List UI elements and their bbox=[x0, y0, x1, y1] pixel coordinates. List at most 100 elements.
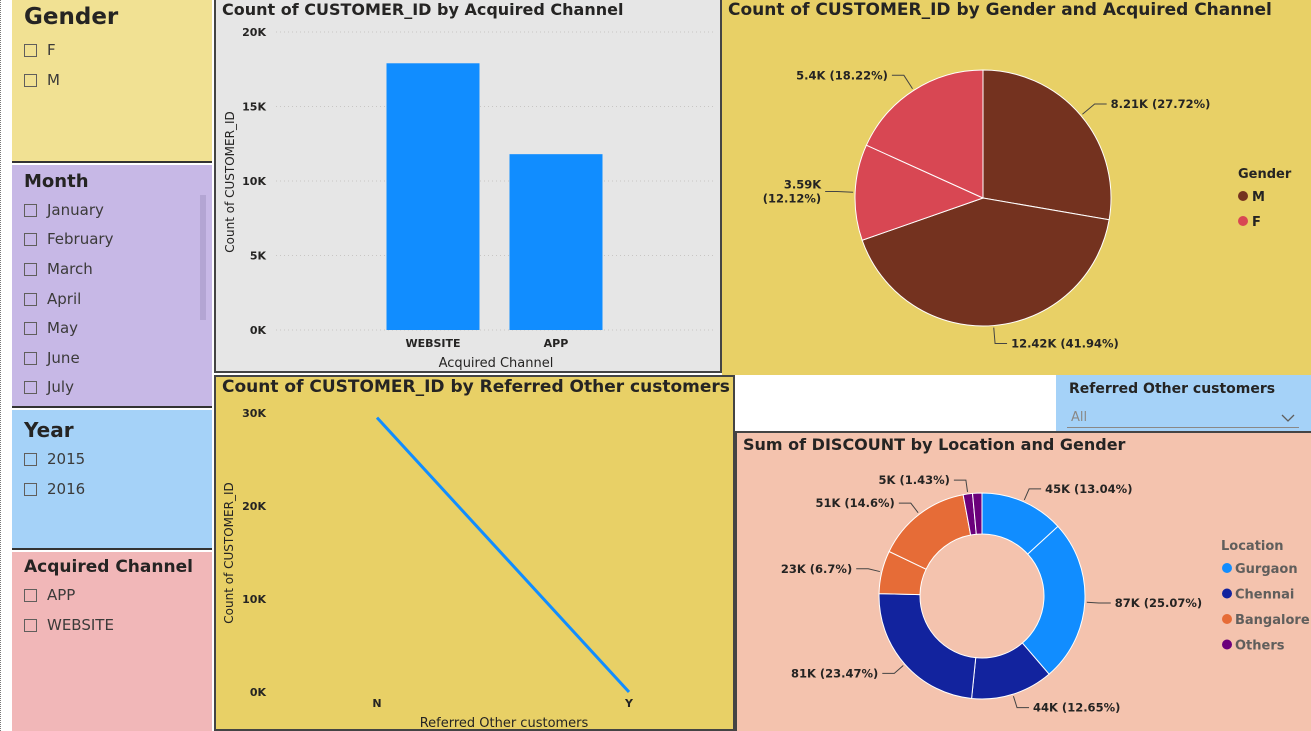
donut-title: Sum of DISCOUNT by Location and Gender bbox=[743, 435, 1126, 454]
y-axis-title: Count of CUSTOMER_ID bbox=[223, 111, 237, 252]
gender-option-f[interactable]: F bbox=[24, 41, 56, 59]
leader-line bbox=[1012, 696, 1030, 709]
line-chart-title: Count of CUSTOMER_ID by Referred Other c… bbox=[222, 377, 730, 397]
month-option-june[interactable]: June bbox=[24, 349, 80, 367]
month-option-label: January bbox=[47, 201, 104, 219]
leader-line bbox=[891, 74, 913, 90]
y-tick-label: 10K bbox=[242, 593, 266, 606]
year-option-label: 2016 bbox=[47, 480, 86, 498]
checkbox[interactable] bbox=[24, 380, 37, 394]
gender-option-label: M bbox=[47, 71, 60, 89]
y-axis-title: Count of CUSTOMER_ID bbox=[222, 482, 236, 623]
bar bbox=[509, 154, 603, 330]
chevron-down-icon bbox=[1281, 414, 1295, 422]
y-tick-label: 5K bbox=[250, 250, 267, 263]
bar-chart: 0K 5K 10K 15K 20K WEBSITE APP Acquired Channel C… bbox=[223, 26, 716, 371]
channel-slicer: Acquired Channel APP WEBSITE bbox=[12, 552, 212, 731]
gender-pie-chart: 8.21K (27.72%) 12.42K (41.94%) 3.59K(12.12… bbox=[763, 68, 1292, 350]
checkbox[interactable] bbox=[24, 262, 37, 276]
month-option-may[interactable]: May bbox=[24, 319, 78, 337]
legend-marker bbox=[1222, 614, 1232, 624]
year-option-2015[interactable]: 2015 bbox=[24, 450, 85, 468]
gender-pie-title: Count of CUSTOMER_ID by Gender and Acqui… bbox=[728, 0, 1272, 20]
leader-line bbox=[1086, 601, 1111, 604]
legend-label: Others bbox=[1235, 639, 1285, 654]
leader-line bbox=[898, 502, 919, 513]
y-tick-label: 0K bbox=[250, 324, 267, 337]
y-tick-label: 20K bbox=[242, 500, 266, 513]
checkbox[interactable] bbox=[24, 203, 37, 217]
legend-label: F bbox=[1252, 215, 1261, 230]
gender-option-label: F bbox=[47, 41, 56, 59]
checkbox[interactable] bbox=[24, 618, 37, 632]
leader-line bbox=[953, 479, 969, 493]
month-option-january[interactable]: January bbox=[24, 201, 104, 219]
month-option-march[interactable]: March bbox=[24, 260, 93, 278]
referred-slicer: Referred Other customers All bbox=[1056, 375, 1311, 431]
channel-option-app[interactable]: APP bbox=[24, 586, 75, 604]
data-label: 5K (1.43%) bbox=[879, 473, 950, 487]
checkbox[interactable] bbox=[24, 452, 37, 466]
legend-label: Chennai bbox=[1235, 588, 1294, 603]
bar-chart-panel: Count of CUSTOMER_ID by Acquired Channel… bbox=[214, 0, 722, 373]
bar-chart-title: Count of CUSTOMER_ID by Acquired Channel bbox=[222, 0, 624, 19]
leader-line bbox=[825, 190, 854, 193]
gender-pie-panel: Count of CUSTOMER_ID by Gender and Acqui… bbox=[722, 0, 1311, 375]
data-label: 51K (14.6%) bbox=[815, 496, 894, 510]
data-label: 8.21K (27.72%) bbox=[1111, 97, 1211, 111]
legend-marker bbox=[1222, 588, 1232, 599]
y-tick-label: 0K bbox=[250, 686, 267, 699]
data-label: 23K (6.7%) bbox=[781, 562, 852, 576]
y-tick-label: 20K bbox=[242, 26, 266, 39]
x-tick-label: N bbox=[372, 697, 381, 710]
leader-line bbox=[1082, 103, 1107, 115]
x-tick-label: WEBSITE bbox=[405, 337, 460, 350]
year-slicer: Year 2015 2016 bbox=[12, 410, 212, 550]
line-chart: 0K 10K 20K 30K N Y Referred Other customers Cou… bbox=[222, 407, 634, 729]
gender-option-m[interactable]: M bbox=[24, 71, 60, 89]
month-option-label: February bbox=[47, 230, 114, 248]
month-option-label: July bbox=[47, 378, 74, 396]
year-slicer-title: Year bbox=[24, 418, 74, 442]
leader-line bbox=[1023, 488, 1042, 501]
line-chart-panel: Count of CUSTOMER_ID by Referred Other c… bbox=[214, 375, 735, 731]
pie-slice bbox=[854, 144, 985, 241]
month-option-july[interactable]: July bbox=[24, 378, 74, 396]
y-tick-label: 15K bbox=[242, 101, 266, 114]
legend-title: Location bbox=[1221, 539, 1284, 554]
bar bbox=[386, 63, 480, 330]
month-option-april[interactable]: April bbox=[24, 290, 81, 308]
y-tick-label: 30K bbox=[242, 407, 266, 420]
data-label: 44K (12.65%) bbox=[1033, 701, 1120, 715]
referred-dropdown[interactable]: All bbox=[1067, 406, 1299, 428]
year-option-2016[interactable]: 2016 bbox=[24, 480, 85, 498]
data-label: 87K (25.07%) bbox=[1115, 596, 1202, 610]
left-edge-divider bbox=[0, 0, 4, 731]
data-label: 45K (13.04%) bbox=[1045, 482, 1132, 496]
legend-marker bbox=[1238, 216, 1248, 226]
y-tick-label: 10K bbox=[242, 175, 266, 188]
referred-dropdown-value: All bbox=[1071, 410, 1088, 425]
legend-label: Gurgaon bbox=[1235, 562, 1298, 577]
gender-slicer: Gender F M bbox=[12, 0, 212, 163]
month-option-february[interactable]: February bbox=[24, 230, 113, 248]
leader-line bbox=[993, 327, 1008, 345]
month-option-label: April bbox=[47, 290, 82, 308]
pie-slice bbox=[865, 69, 984, 199]
x-axis-title: Referred Other customers bbox=[420, 716, 589, 729]
legend-marker bbox=[1222, 639, 1232, 650]
channel-slicer-title: Acquired Channel bbox=[24, 557, 193, 577]
channel-option-website[interactable]: WEBSITE bbox=[24, 616, 114, 634]
checkbox[interactable] bbox=[24, 321, 37, 335]
checkbox[interactable] bbox=[24, 292, 37, 306]
checkbox[interactable] bbox=[24, 43, 37, 57]
checkbox[interactable] bbox=[24, 351, 37, 365]
checkbox[interactable] bbox=[24, 588, 37, 602]
checkbox[interactable] bbox=[24, 232, 37, 246]
month-scrollbar[interactable] bbox=[200, 195, 206, 320]
referred-slicer-title: Referred Other customers bbox=[1069, 381, 1276, 397]
leader-line bbox=[856, 568, 881, 573]
channel-option-label: WEBSITE bbox=[47, 616, 114, 634]
checkbox[interactable] bbox=[24, 482, 37, 496]
checkbox[interactable] bbox=[24, 73, 37, 87]
